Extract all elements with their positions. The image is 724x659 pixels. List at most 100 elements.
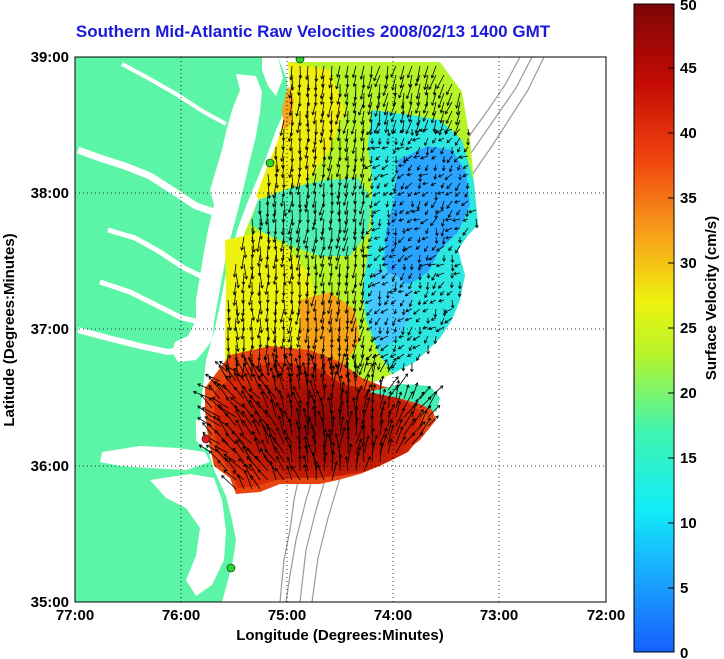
velocity-arrow (369, 344, 373, 352)
velocity-arrow (328, 358, 333, 373)
velocity-arrowhead (290, 276, 295, 281)
velocity-arrow (235, 362, 239, 377)
velocity-arrowhead (405, 210, 410, 215)
velocity-arrow (321, 227, 325, 240)
velocity-arrow (352, 182, 357, 196)
velocity-arrowhead (326, 114, 331, 118)
velocity-arrow (375, 101, 381, 117)
velocity-arrowhead (309, 353, 314, 358)
colorbar-tick-label: 0 (680, 645, 688, 659)
radar-station-marker[interactable] (295, 55, 305, 64)
velocity-arrow (451, 263, 454, 271)
velocity-arrow (304, 425, 309, 445)
velocity-arrowhead (264, 318, 269, 323)
velocity-arrowhead (450, 304, 455, 309)
velocity-arrow (291, 299, 294, 315)
velocity-arrow (296, 173, 301, 190)
velocity-arrow (288, 218, 293, 235)
velocity-arrowhead (386, 232, 391, 236)
velocity-arrowhead (462, 173, 467, 178)
velocity-arrowhead (329, 392, 334, 397)
velocity-arrowhead (427, 396, 432, 401)
velocity-arrow (415, 101, 421, 114)
velocity-arrowhead (295, 186, 299, 191)
velocity-arrow (280, 408, 285, 427)
velocity-arrowhead (318, 274, 323, 278)
velocity-arrow (209, 450, 221, 463)
velocity-arrow (339, 454, 341, 472)
radar-station-marker[interactable] (201, 434, 211, 444)
velocity-arrow (405, 317, 413, 321)
velocity-arrow (445, 119, 453, 135)
velocity-arrow (383, 92, 389, 107)
velocity-arrowhead (312, 345, 316, 350)
velocity-arrow (234, 386, 245, 400)
velocity-arrowhead (413, 311, 417, 315)
velocity-arrowhead (424, 167, 429, 172)
radar-station-marker[interactable] (265, 158, 275, 168)
velocity-arrow (235, 440, 245, 454)
velocity-arrowhead (366, 264, 371, 268)
velocity-arrow (438, 173, 445, 178)
velocity-arrow (327, 299, 333, 314)
velocity-arrowhead (432, 91, 437, 96)
velocity-arrowhead (344, 138, 349, 143)
velocity-arrowhead (412, 337, 417, 341)
velocity-arrowhead (235, 336, 240, 341)
velocity-arrowhead (358, 222, 363, 226)
velocity-arrow (360, 308, 365, 323)
velocity-arrow (276, 456, 285, 472)
velocity-arrow (321, 65, 325, 79)
velocity-arrowhead (397, 345, 402, 350)
velocity-arrowhead (398, 334, 403, 339)
radar-station-marker[interactable] (226, 563, 236, 573)
velocity-arrowhead (412, 417, 416, 422)
velocity-arrowhead (268, 433, 272, 438)
velocity-arrowhead (430, 222, 434, 227)
velocity-arrow (291, 263, 293, 280)
velocity-arrowhead (400, 277, 404, 281)
velocity-arrow (289, 419, 293, 436)
velocity-arrow (463, 218, 469, 222)
velocity-arrowhead (328, 428, 332, 433)
velocity-arrow (374, 74, 381, 87)
velocity-arrow (211, 397, 229, 409)
velocity-arrowhead (197, 383, 201, 387)
velocity-arrowhead (252, 419, 256, 424)
velocity-arrowhead (274, 301, 279, 306)
velocity-arrow (258, 263, 261, 276)
velocity-arrowhead (424, 339, 428, 344)
velocity-arrowhead (204, 373, 209, 378)
velocity-arrowhead (338, 94, 342, 98)
velocity-arrowhead (322, 247, 326, 251)
velocity-arrowhead (344, 75, 349, 79)
velocity-arrow (423, 299, 429, 305)
velocity-arrowhead (239, 433, 244, 437)
velocity-arrowhead (340, 416, 345, 420)
velocity-arrow (441, 227, 445, 237)
velocity-arrowhead (266, 372, 271, 377)
velocity-arrowhead (455, 193, 459, 197)
velocity-arrowhead (371, 391, 375, 395)
velocity-arrowhead (214, 445, 218, 449)
velocity-arrow (305, 245, 309, 259)
velocity-arrowhead (338, 453, 343, 458)
colorbar-tick-label: 10 (680, 515, 697, 532)
velocity-arrowhead (359, 325, 363, 330)
velocity-arrowhead (287, 138, 292, 143)
velocity-arrowhead (271, 352, 276, 357)
velocity-arrowhead (391, 365, 395, 369)
velocity-arrow (265, 254, 269, 268)
velocity-arrow (351, 317, 357, 332)
velocity-arrowhead (251, 430, 256, 435)
velocity-arrow (440, 146, 445, 155)
velocity-arrow (251, 227, 254, 243)
velocity-arrowhead (240, 318, 245, 323)
velocity-arrowhead (200, 394, 204, 398)
velocity-arrowhead (359, 319, 364, 324)
velocity-arrowhead (441, 241, 446, 245)
velocity-arrowhead (423, 248, 428, 253)
colorbar-tick-label: 45 (680, 60, 697, 77)
velocity-arrowhead (433, 340, 438, 345)
velocity-arrow (339, 353, 345, 373)
